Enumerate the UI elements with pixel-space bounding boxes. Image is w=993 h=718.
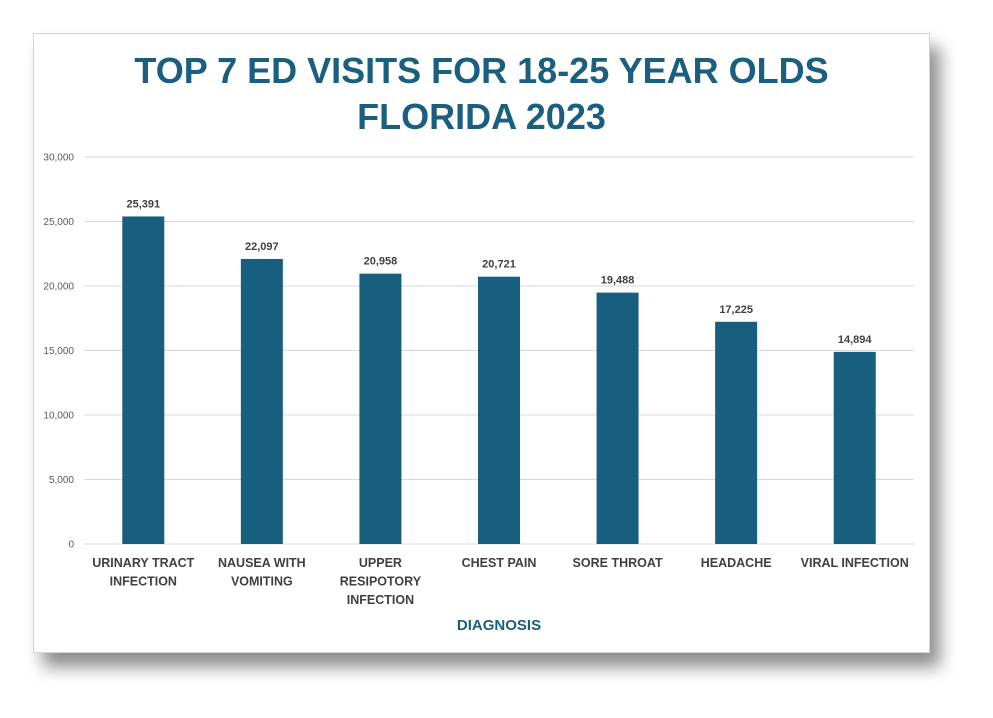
- x-category-label: SORE THROAT: [573, 556, 663, 570]
- y-tick-label: 5,000: [49, 475, 74, 486]
- x-category-label: VIRAL INFECTION: [801, 556, 909, 570]
- y-tick-label: 20,000: [43, 282, 74, 293]
- chart-card: TOP 7 ED VISITS FOR 18-25 YEAR OLDS FLOR…: [33, 33, 930, 653]
- bar: [478, 276, 520, 544]
- x-category-label: NAUSEA WITH VOMITING: [218, 556, 306, 589]
- data-label: 19,488: [601, 275, 635, 287]
- chart-title: TOP 7 ED VISITS FOR 18-25 YEAR OLDS FLOR…: [34, 48, 929, 140]
- y-tick-label: 0: [68, 540, 74, 551]
- bar: [122, 216, 165, 544]
- x-category-label: CHEST PAIN: [462, 556, 537, 570]
- y-tick-label: 25,000: [43, 217, 74, 228]
- chart-title-line-1: TOP 7 ED VISITS FOR 18-25 YEAR OLDS: [134, 50, 829, 91]
- x-category-label: HEADACHE: [701, 556, 772, 570]
- y-tick-label: 15,000: [43, 346, 74, 357]
- bar-chart: 0 5,000 10,000 15,000 20,000 25,000 30,000 25,3…: [43, 153, 914, 634]
- y-tick-label: 10,000: [43, 411, 74, 422]
- y-tick-label: 30,000: [43, 153, 74, 164]
- x-category-label-line: INFECTION: [347, 593, 414, 607]
- data-label: 20,721: [482, 259, 516, 271]
- x-category-label: UPPER RESIPOTORY INFECTION: [340, 556, 422, 607]
- x-category-label-line: URINARY TRACT: [92, 556, 194, 570]
- data-label: 17,225: [719, 304, 753, 316]
- x-category-label: URINARY TRACT INFECTION: [92, 556, 194, 589]
- bar: [833, 351, 876, 544]
- x-axis-title: DIAGNOSIS: [457, 617, 541, 634]
- data-label: 20,958: [364, 256, 398, 268]
- x-category-label-line: HEADACHE: [701, 556, 772, 570]
- x-category-label-line: NAUSEA WITH: [218, 556, 306, 570]
- x-category-label-line: UPPER: [359, 556, 402, 570]
- chart-title-line-2: FLORIDA 2023: [357, 96, 606, 137]
- data-label: 25,391: [126, 198, 160, 210]
- x-category-label-line: INFECTION: [110, 575, 177, 589]
- x-category-label-line: VIRAL INFECTION: [801, 556, 909, 570]
- x-category-label-line: CHEST PAIN: [462, 556, 537, 570]
- x-category-label-line: SORE THROAT: [573, 556, 663, 570]
- bar: [715, 321, 758, 544]
- data-label: 22,097: [245, 241, 279, 253]
- data-label: 14,894: [838, 334, 873, 346]
- bar: [359, 273, 402, 544]
- bar: [596, 292, 639, 544]
- x-category-label-line: VOMITING: [231, 575, 293, 589]
- x-category-label-line: RESIPOTORY: [340, 575, 422, 589]
- bar: [240, 258, 283, 544]
